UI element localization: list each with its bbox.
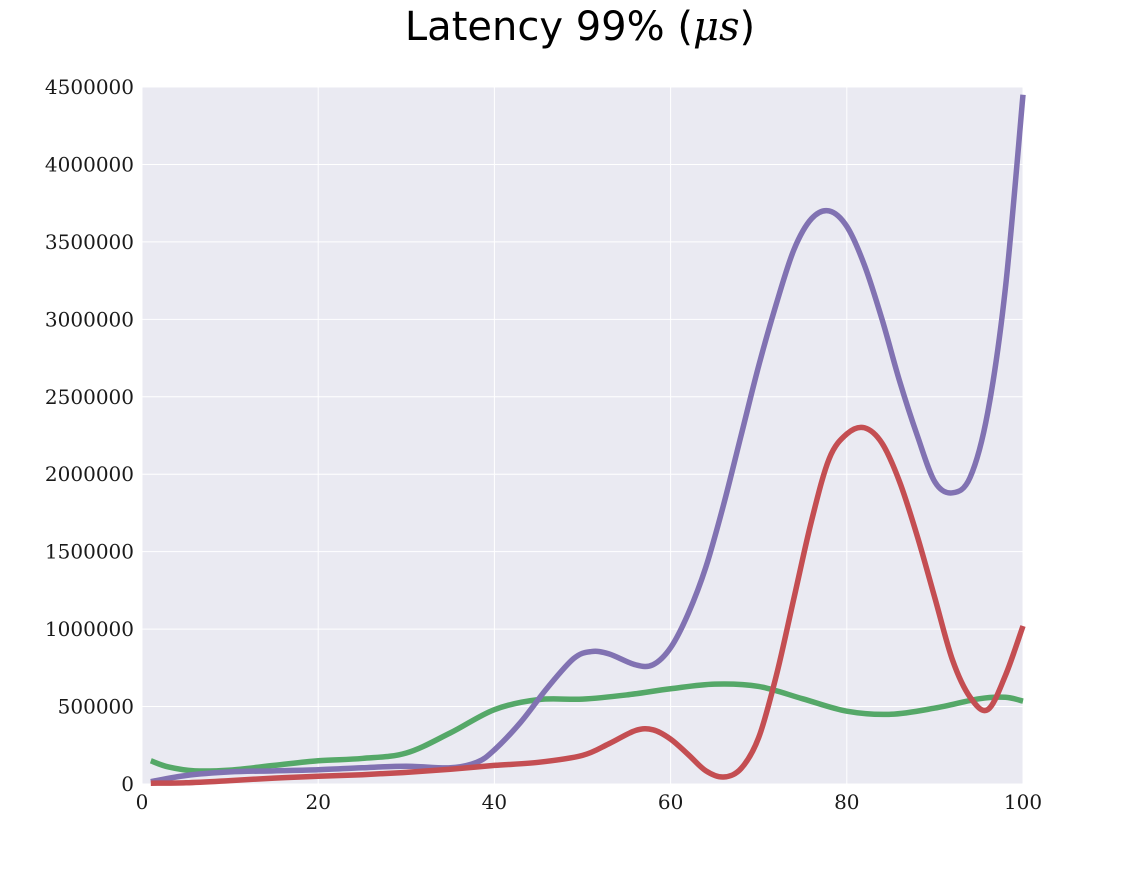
- plot-area: [142, 87, 1023, 784]
- chart-title-paren-open: (: [677, 4, 693, 50]
- x-tick-label-0: 0: [136, 790, 149, 814]
- x-tick-label-2: 40: [482, 790, 507, 814]
- y-axis: 0 500000 1000000 1500000 2000000 2500000 30000…: [45, 75, 134, 796]
- series-line-2: [150, 424, 1026, 786]
- y-tick-label-8: 4000000: [45, 152, 134, 176]
- y-tick-label-6: 3000000: [45, 307, 134, 331]
- x-tick-label-4: 80: [834, 790, 859, 814]
- y-tick-label-5: 2500000: [45, 385, 134, 409]
- x-tick-label-1: 20: [305, 790, 330, 814]
- chart-title-unit: μs: [693, 4, 740, 50]
- x-tick-label-5: 100: [1004, 790, 1042, 814]
- x-tick-label-3: 60: [658, 790, 683, 814]
- chart-title: Latency 99% (μs): [405, 4, 755, 50]
- y-tick-label-9: 4500000: [45, 75, 134, 99]
- chart-title-main: Latency 99%: [405, 4, 665, 50]
- chart-title-paren-close: ): [739, 4, 755, 50]
- series-line-1: [150, 94, 1026, 785]
- y-tick-label-4: 2000000: [45, 462, 134, 486]
- y-tick-label-3: 1500000: [45, 540, 134, 564]
- x-axis: 0 20 40 60 80 100: [136, 790, 1042, 814]
- series-line-0: [149, 681, 1024, 774]
- y-tick-label-1: 500000: [58, 695, 134, 719]
- y-tick-label-2: 1000000: [45, 617, 134, 641]
- y-tick-label-7: 3500000: [45, 230, 134, 254]
- y-tick-label-0: 0: [121, 772, 134, 796]
- series-layer: [149, 94, 1026, 786]
